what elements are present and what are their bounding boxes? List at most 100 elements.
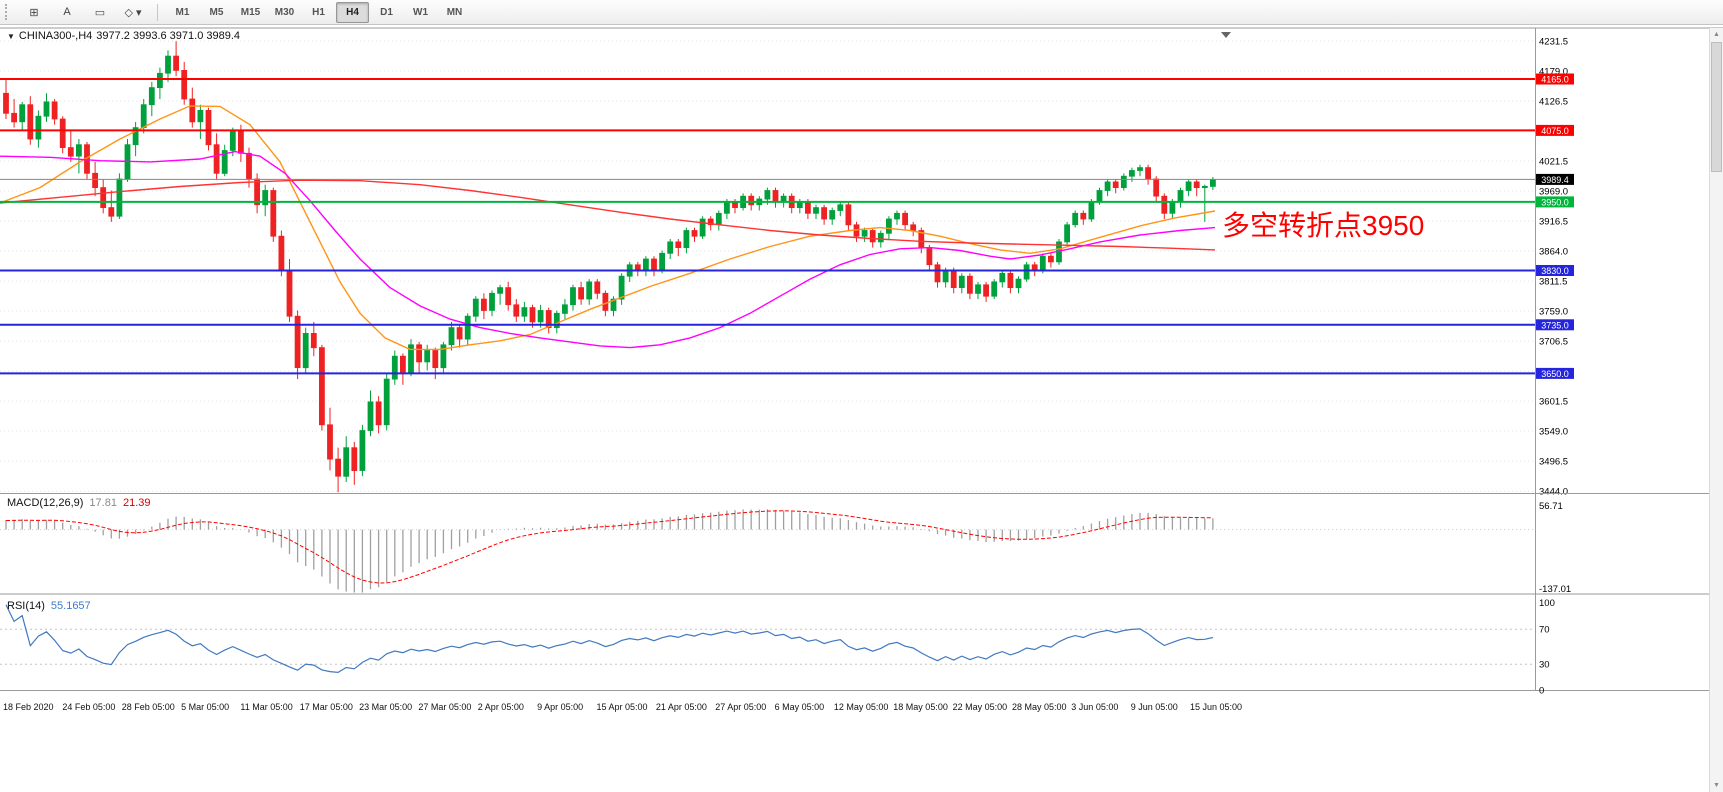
price-badge-text: 3950.0: [1541, 197, 1569, 207]
macd-signal-value: 21.39: [122, 497, 151, 509]
candle-body: [675, 241, 682, 248]
rsi-axis-label: 30: [1539, 659, 1550, 670]
price-badge-text: 4165.0: [1541, 75, 1569, 85]
timeframe-button-h4[interactable]: H4: [336, 1, 369, 23]
candle-body: [327, 424, 333, 460]
candle-body: [472, 298, 479, 317]
candle-body: [724, 201, 730, 214]
price-axis-label: 4021.5: [1539, 157, 1568, 168]
macd-signal-line: [5, 510, 1213, 584]
candle-body: [562, 304, 568, 314]
candle-body: [189, 98, 196, 123]
candle-body: [513, 304, 520, 317]
candle-body: [1161, 195, 1168, 214]
price-badge-bg: [1536, 319, 1574, 331]
candle-body: [294, 315, 301, 369]
candle-body: [715, 212, 722, 226]
candle-body: [286, 270, 293, 317]
scroll-down-icon[interactable]: ▼: [1713, 782, 1720, 789]
candle-body: [570, 287, 576, 306]
vertical-scrollbar[interactable]: ▲ ▼: [1709, 28, 1723, 792]
price-axis-label: 3864.0: [1539, 247, 1568, 258]
candle-body: [254, 178, 261, 206]
rsi-axis-label: 100: [1539, 598, 1555, 609]
timeframe-button-m15[interactable]: M15: [240, 6, 261, 18]
candle-body: [1088, 201, 1095, 220]
timeframe-button-d1[interactable]: D1: [380, 6, 393, 18]
candle-body: [108, 207, 115, 217]
label-tool-icon[interactable]: ▭: [94, 6, 106, 19]
rsi-line: [5, 604, 1214, 674]
candle-body: [318, 347, 325, 426]
candle-body: [691, 230, 698, 237]
candle-body: [942, 270, 949, 283]
candle-body: [399, 355, 406, 374]
current-price-badge: 3989.4: [1536, 173, 1574, 185]
candle-body: [480, 298, 487, 311]
candle-body: [1096, 190, 1103, 203]
price-axis-label: 3601.5: [1539, 397, 1568, 408]
candle-body: [521, 307, 528, 317]
time-axis-label: 9 Jun 05:00: [1131, 702, 1178, 712]
scrollbar-thumb[interactable]: [1711, 42, 1722, 172]
candle-body: [76, 144, 82, 157]
price-badge-bg: [1536, 367, 1574, 379]
timeframe-button-m5[interactable]: M5: [209, 6, 224, 18]
chart-window: 4231.54179.04126.54074.04021.53969.03916…: [0, 26, 1723, 792]
toolbar-grip[interactable]: [5, 4, 11, 20]
timeframe-button-mn[interactable]: MN: [446, 6, 463, 18]
timeframe-button-m30[interactable]: M30: [274, 6, 295, 18]
candle-body: [11, 112, 18, 123]
candle-body: [651, 258, 657, 271]
price-badge-bg: [1536, 196, 1574, 208]
candle-body: [92, 172, 98, 189]
annotation-text[interactable]: 多空转折点3950: [1222, 210, 1425, 241]
candle-body: [1039, 255, 1046, 271]
candle-body: [205, 110, 212, 146]
candle-body: [43, 101, 50, 117]
time-axis-label: 23 Mar 05:00: [359, 702, 412, 712]
candle-body: [59, 118, 66, 149]
candle-body: [861, 230, 868, 237]
time-axis-label: 6 May 05:00: [775, 702, 825, 712]
price-axis-label: 3759.0: [1539, 307, 1568, 318]
candle-body: [1169, 201, 1176, 214]
candle-body: [1112, 181, 1119, 188]
candle-body: [456, 327, 463, 340]
candle-body: [375, 401, 382, 426]
price-badge: 3650.0: [1536, 367, 1574, 379]
price-badge: 4165.0: [1536, 73, 1574, 85]
candle-body: [3, 92, 9, 114]
timeframe-button-m1[interactable]: M1: [175, 6, 190, 18]
symbol-dropdown-icon[interactable]: ▼: [7, 31, 15, 41]
time-axis-label: 28 Feb 05:00: [122, 702, 175, 712]
time-axis-label: 18 May 05:00: [893, 702, 948, 712]
candle-body: [432, 350, 439, 369]
price-badge-text: 3650.0: [1541, 369, 1569, 379]
objects-dropdown-icon[interactable]: ◇ ▾: [124, 6, 142, 19]
candle-body: [545, 310, 552, 329]
price-axis-label: 3706.5: [1539, 337, 1568, 348]
price-badge-text: 4075.0: [1541, 126, 1569, 136]
timeframe-button-h1[interactable]: H1: [312, 6, 325, 18]
text-tool-icon[interactable]: A: [63, 6, 71, 18]
time-axis-label: 9 Apr 05:00: [537, 702, 583, 712]
chart-shift-marker[interactable]: [1221, 32, 1231, 38]
price-badge-text: 3830.0: [1541, 266, 1569, 276]
price-badge: 3735.0: [1536, 319, 1574, 331]
chart-canvas[interactable]: 4231.54179.04126.54074.04021.53969.03916…: [0, 26, 1723, 792]
candle-body: [667, 241, 674, 254]
candle-body: [707, 218, 714, 226]
candle-body: [1007, 272, 1014, 289]
scroll-up-icon[interactable]: ▲: [1713, 31, 1720, 38]
price-axis-label: 3969.0: [1539, 187, 1568, 198]
new-chart-tool-icon[interactable]: ⊞: [29, 6, 39, 19]
price-badge: 3830.0: [1536, 265, 1574, 276]
timeframe-button-w1[interactable]: W1: [413, 6, 428, 18]
candle-body: [578, 287, 584, 300]
price-badge-text: 3735.0: [1541, 320, 1569, 330]
candle-body: [643, 258, 649, 271]
candle-body: [1064, 224, 1070, 243]
price-axis-label: 4231.5: [1539, 37, 1568, 48]
main-toolbar: ⊞ A ▭ ◇ ▾ M1 M5 M15 M30 H1 H4 D1 W1 MN: [0, 0, 1723, 25]
